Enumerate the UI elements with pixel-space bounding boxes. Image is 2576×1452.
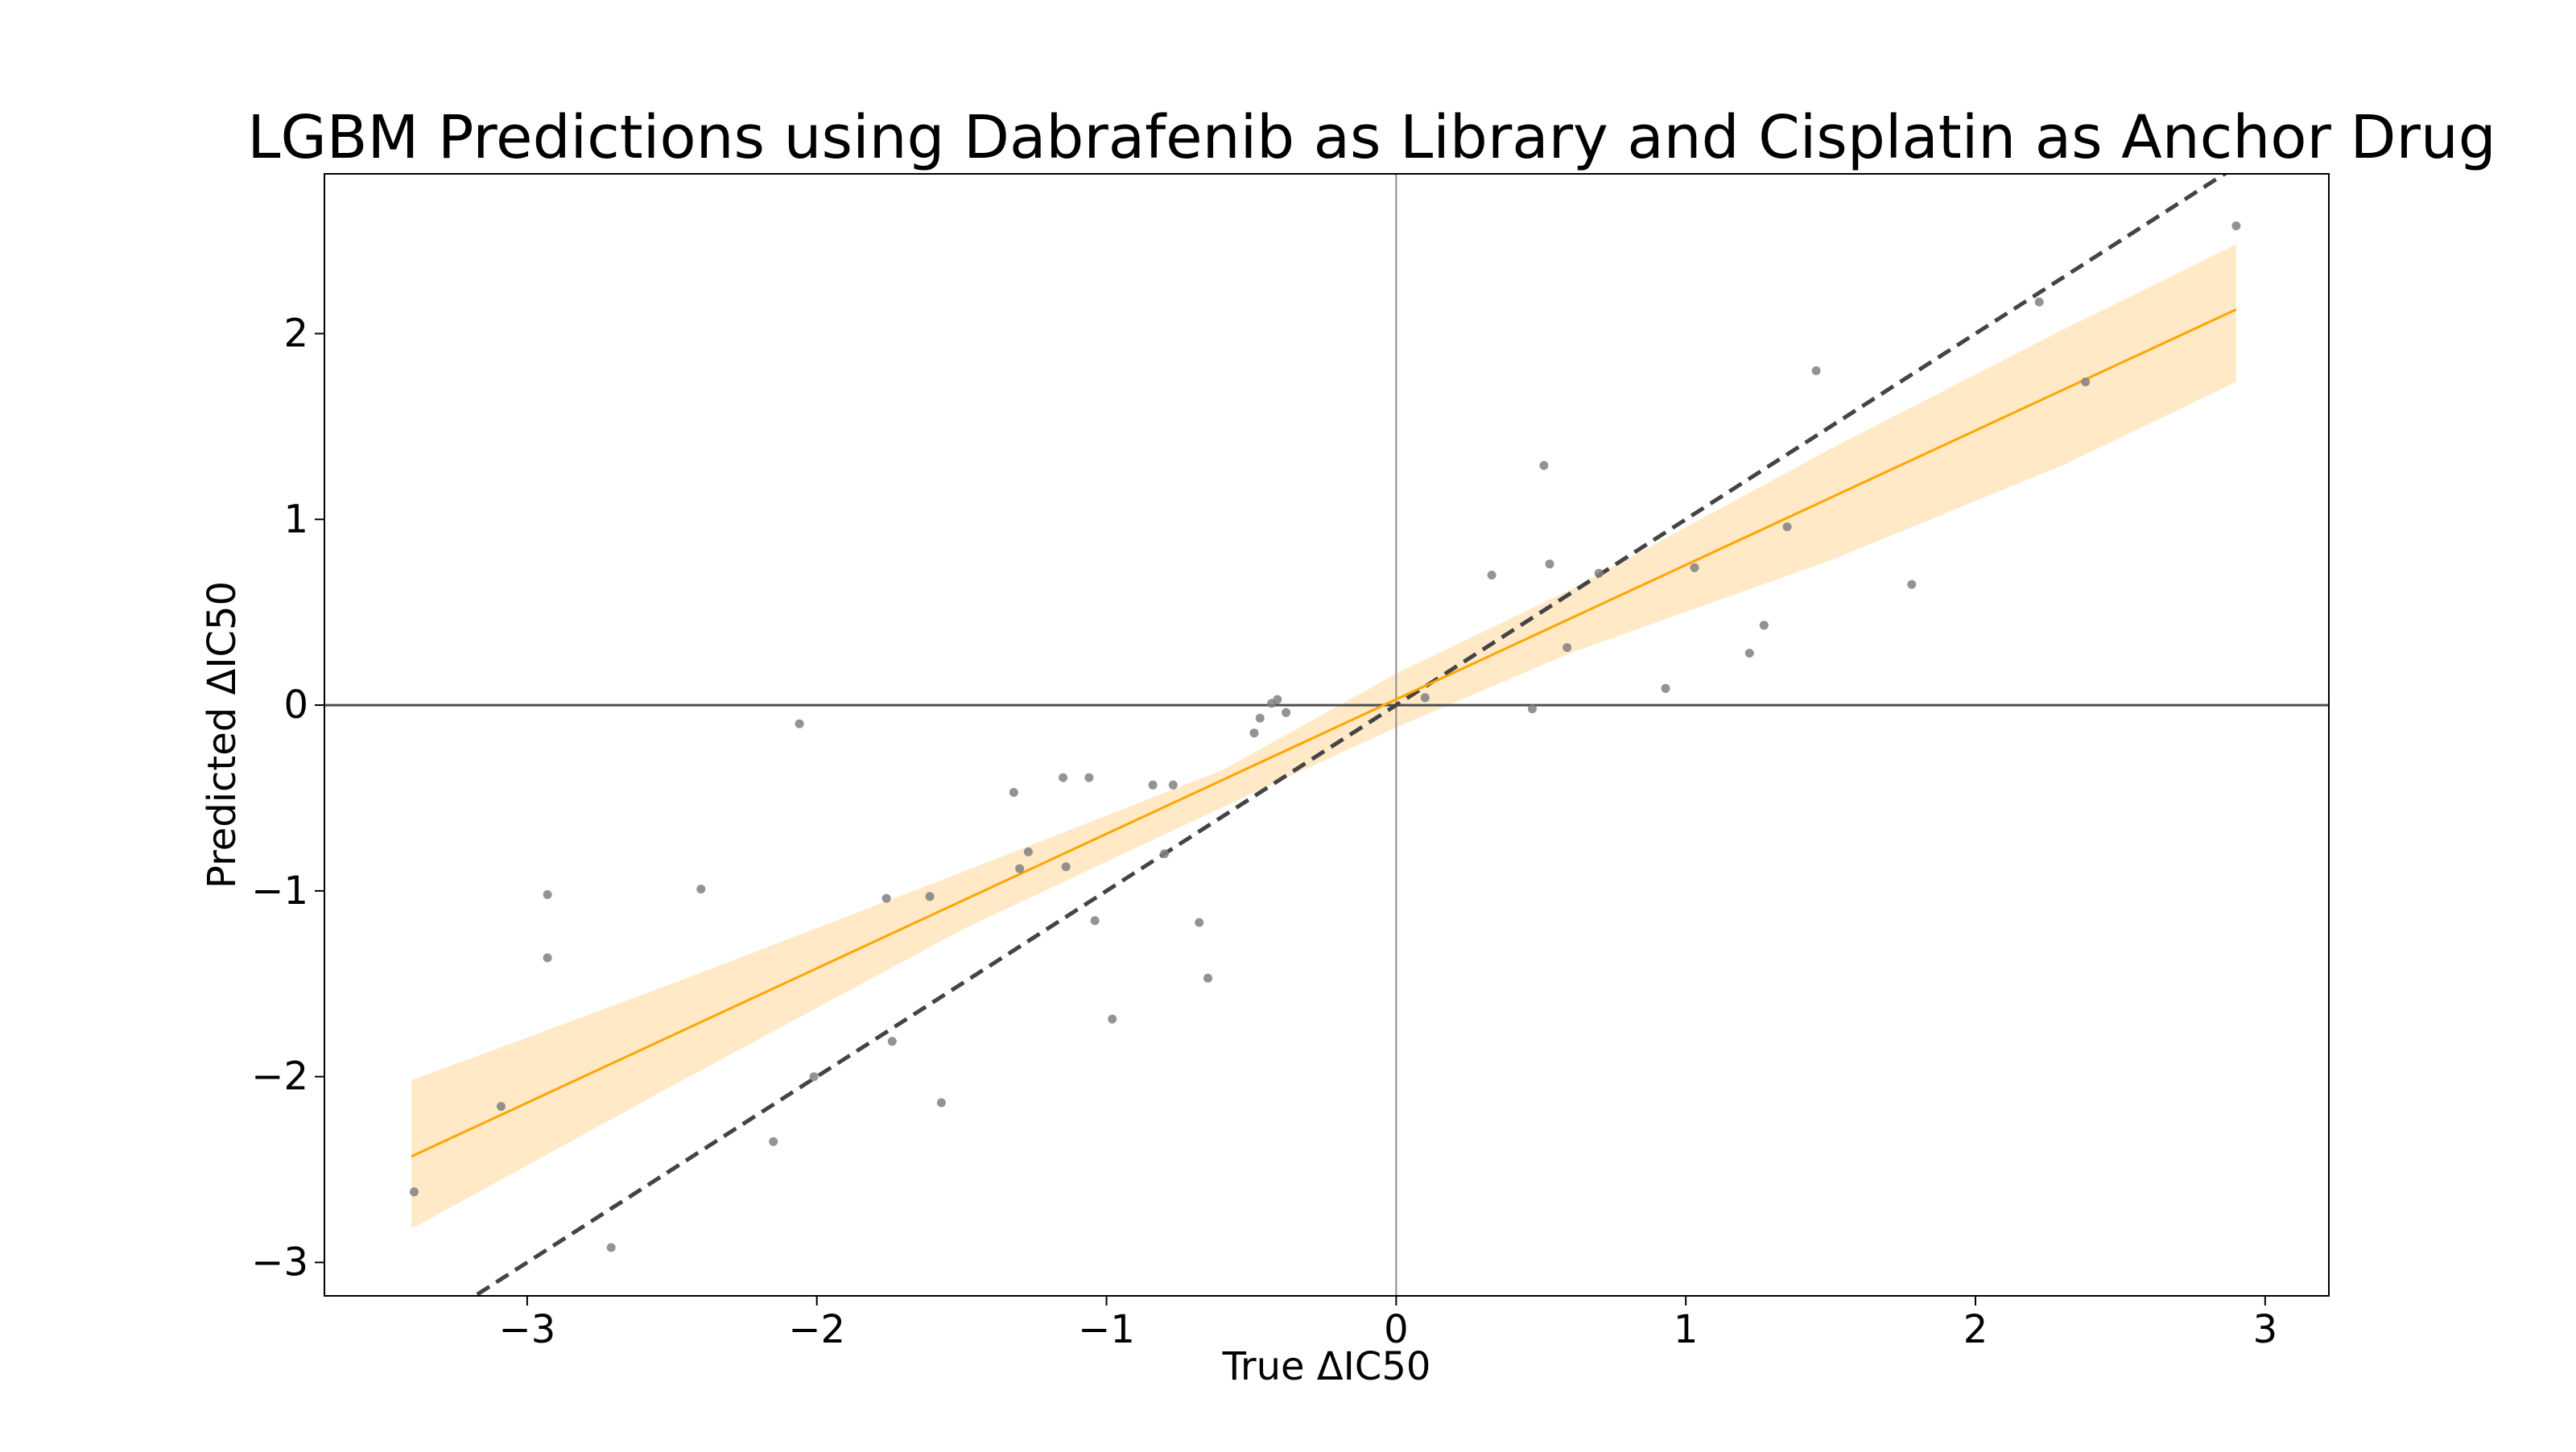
data-point-17 <box>1059 773 1068 782</box>
data-point-31 <box>1282 707 1291 717</box>
x-tick-label-1: −3 <box>498 1307 555 1352</box>
data-point-30 <box>1273 695 1282 704</box>
data-point-33 <box>1487 571 1496 580</box>
data-point-43 <box>1782 522 1792 531</box>
data-point-46 <box>2034 297 2044 307</box>
confidence-band <box>411 244 2236 1229</box>
data-point-10 <box>881 893 891 903</box>
data-point-3 <box>543 890 552 899</box>
data-point-36 <box>1545 559 1554 569</box>
data-point-24 <box>1168 780 1178 790</box>
y-tick-label-5: 1 <box>283 497 308 542</box>
data-point-40 <box>1690 563 1699 572</box>
y-tick-label-2: −2 <box>251 1054 308 1099</box>
x-tick-label-4: 0 <box>1384 1307 1409 1352</box>
data-point-45 <box>1907 580 1917 589</box>
data-point-38 <box>1594 568 1604 578</box>
data-point-39 <box>1661 683 1670 693</box>
x-tick-label-7: 3 <box>2253 1307 2278 1352</box>
x-tick-label-6: 2 <box>1963 1307 1988 1352</box>
data-point-23 <box>1160 849 1169 859</box>
data-point-9 <box>809 1072 819 1082</box>
y-tick-label-6: 2 <box>283 311 308 356</box>
data-point-11 <box>887 1037 897 1046</box>
data-point-14 <box>1009 788 1018 797</box>
data-point-19 <box>1084 773 1094 782</box>
data-point-15 <box>1015 864 1025 873</box>
data-point-4 <box>543 953 552 963</box>
y-tick-label-1: −3 <box>251 1240 308 1285</box>
identity-line <box>471 174 2229 1296</box>
data-point-5 <box>606 1243 616 1252</box>
plot-frame <box>324 173 2330 1297</box>
x-tick-label-2: −2 <box>788 1307 845 1352</box>
y-axis-label: Predicted ΔIC50 <box>200 581 245 889</box>
data-point-20 <box>1090 916 1100 926</box>
y-tick-label-4: 0 <box>283 683 308 728</box>
data-point-7 <box>769 1136 778 1146</box>
data-point-47 <box>2081 377 2091 386</box>
data-point-28 <box>1255 713 1265 723</box>
data-point-32 <box>1420 693 1430 703</box>
chart-title: LGBM Predictions using Dabrafenib as Lib… <box>247 103 2496 172</box>
x-tick-label-5: 1 <box>1674 1307 1699 1352</box>
data-point-6 <box>696 885 706 894</box>
data-point-26 <box>1203 973 1212 983</box>
data-point-21 <box>1108 1014 1117 1024</box>
y-tick-label-3: −1 <box>251 868 308 914</box>
data-point-48 <box>2231 221 2241 231</box>
data-point-12 <box>925 892 935 901</box>
x-axis-label: True ΔIC50 <box>1222 1344 1431 1389</box>
data-point-35 <box>1539 460 1549 470</box>
data-point-27 <box>1249 728 1259 738</box>
regression-line <box>411 308 2237 1158</box>
data-point-25 <box>1195 918 1204 927</box>
data-point-13 <box>936 1098 946 1108</box>
data-point-41 <box>1744 649 1754 658</box>
data-point-8 <box>795 719 804 728</box>
data-point-2 <box>497 1102 506 1112</box>
tick-layer: −3 −2 −1 0 1 2 3 −3 −2 −1 0 1 2 <box>251 311 2277 1352</box>
data-point-18 <box>1061 862 1071 872</box>
data-point-42 <box>1759 621 1769 630</box>
x-tick-label-3: −1 <box>1078 1307 1135 1352</box>
data-point-1 <box>410 1187 419 1197</box>
data-point-44 <box>1811 366 1821 376</box>
data-point-22 <box>1148 780 1158 790</box>
plot-layer <box>324 174 2329 1296</box>
data-point-37 <box>1563 643 1572 652</box>
data-point-16 <box>1023 847 1033 856</box>
data-point-34 <box>1528 704 1537 714</box>
